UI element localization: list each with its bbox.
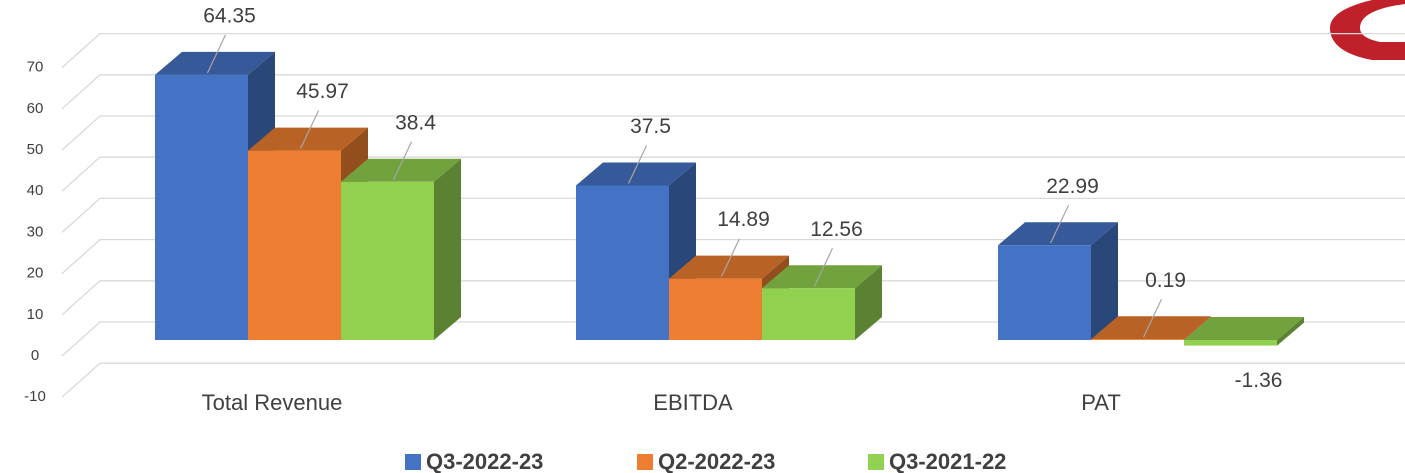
legend-swatch	[637, 454, 653, 470]
leader-line	[206, 34, 227, 74]
data-label: 64.35	[203, 4, 256, 27]
y-tick-label: 20	[27, 265, 44, 282]
bar	[155, 74, 248, 341]
legend-label: Q3-2021-22	[889, 449, 1006, 473]
leader-line	[720, 238, 741, 277]
leader-line	[627, 145, 648, 184]
bar-top	[576, 162, 696, 186]
leader-line	[299, 110, 320, 149]
grid-line	[61, 238, 1405, 275]
bar-top	[669, 255, 789, 279]
bar-top	[155, 51, 275, 75]
bar-top	[1091, 316, 1211, 340]
data-label: 38.4	[395, 111, 436, 134]
grid-line	[61, 32, 1405, 69]
leader-line	[1049, 205, 1070, 244]
bar-side	[855, 265, 882, 340]
grid-line	[61, 156, 1405, 192]
grid-line	[61, 280, 1405, 316]
legend-label: Q3-2022-23	[426, 449, 543, 473]
y-tick-label: 30	[27, 223, 44, 240]
grid	[61, 32, 1405, 398]
leader-line	[392, 141, 413, 181]
bar-top	[1184, 317, 1304, 340]
grid-line	[61, 321, 1405, 357]
bars	[155, 51, 1304, 346]
bar-side	[1184, 316, 1211, 340]
data-label: 14.89	[717, 208, 770, 231]
labels: -10 0 10 20 30 40 50 60 70 Total Revenue EBITDA PAT…	[24, 4, 1282, 473]
x-tick-label: Total Revenue	[202, 390, 343, 415]
data-label: 12.56	[810, 218, 863, 241]
x-tick-label: EBITDA	[653, 390, 733, 415]
y-tick-label: 10	[27, 306, 44, 323]
grid-line	[61, 362, 1405, 398]
data-label: 0.19	[1145, 269, 1186, 292]
legend-label: Q2-2022-23	[658, 449, 775, 473]
bar-side	[434, 158, 461, 340]
bar-side	[1091, 222, 1118, 340]
y-tick-label: 40	[27, 182, 44, 199]
y-tick-label: -10	[24, 388, 46, 405]
bar	[998, 245, 1091, 340]
leader-line	[1142, 298, 1163, 338]
y-tick-label: 60	[27, 100, 44, 117]
bar	[248, 150, 341, 340]
legend-swatch	[405, 454, 421, 470]
bar	[341, 181, 434, 340]
bar	[669, 278, 762, 340]
legend-swatch	[868, 454, 884, 470]
grid-line	[61, 74, 1405, 110]
grid-line	[61, 197, 1405, 233]
leader-line	[813, 247, 834, 287]
y-tick-label: 0	[31, 347, 39, 364]
bar-top	[341, 158, 461, 182]
bar	[1184, 340, 1277, 346]
bar-side	[1277, 317, 1304, 346]
bar	[1091, 339, 1184, 340]
y-tick-label: 70	[27, 59, 44, 76]
grid-line	[61, 115, 1405, 151]
bar	[576, 185, 669, 340]
bar-top	[762, 265, 882, 289]
bar-top	[248, 127, 368, 151]
bar	[762, 288, 855, 340]
data-label: -1.36	[1235, 369, 1283, 392]
logo	[1330, 0, 1405, 60]
data-label: 37.5	[630, 115, 671, 138]
bar-top	[998, 222, 1118, 246]
y-tick-label: 50	[27, 141, 44, 158]
data-label: 22.99	[1046, 175, 1099, 198]
data-label: 45.97	[296, 80, 349, 103]
x-tick-label: PAT	[1081, 390, 1121, 415]
